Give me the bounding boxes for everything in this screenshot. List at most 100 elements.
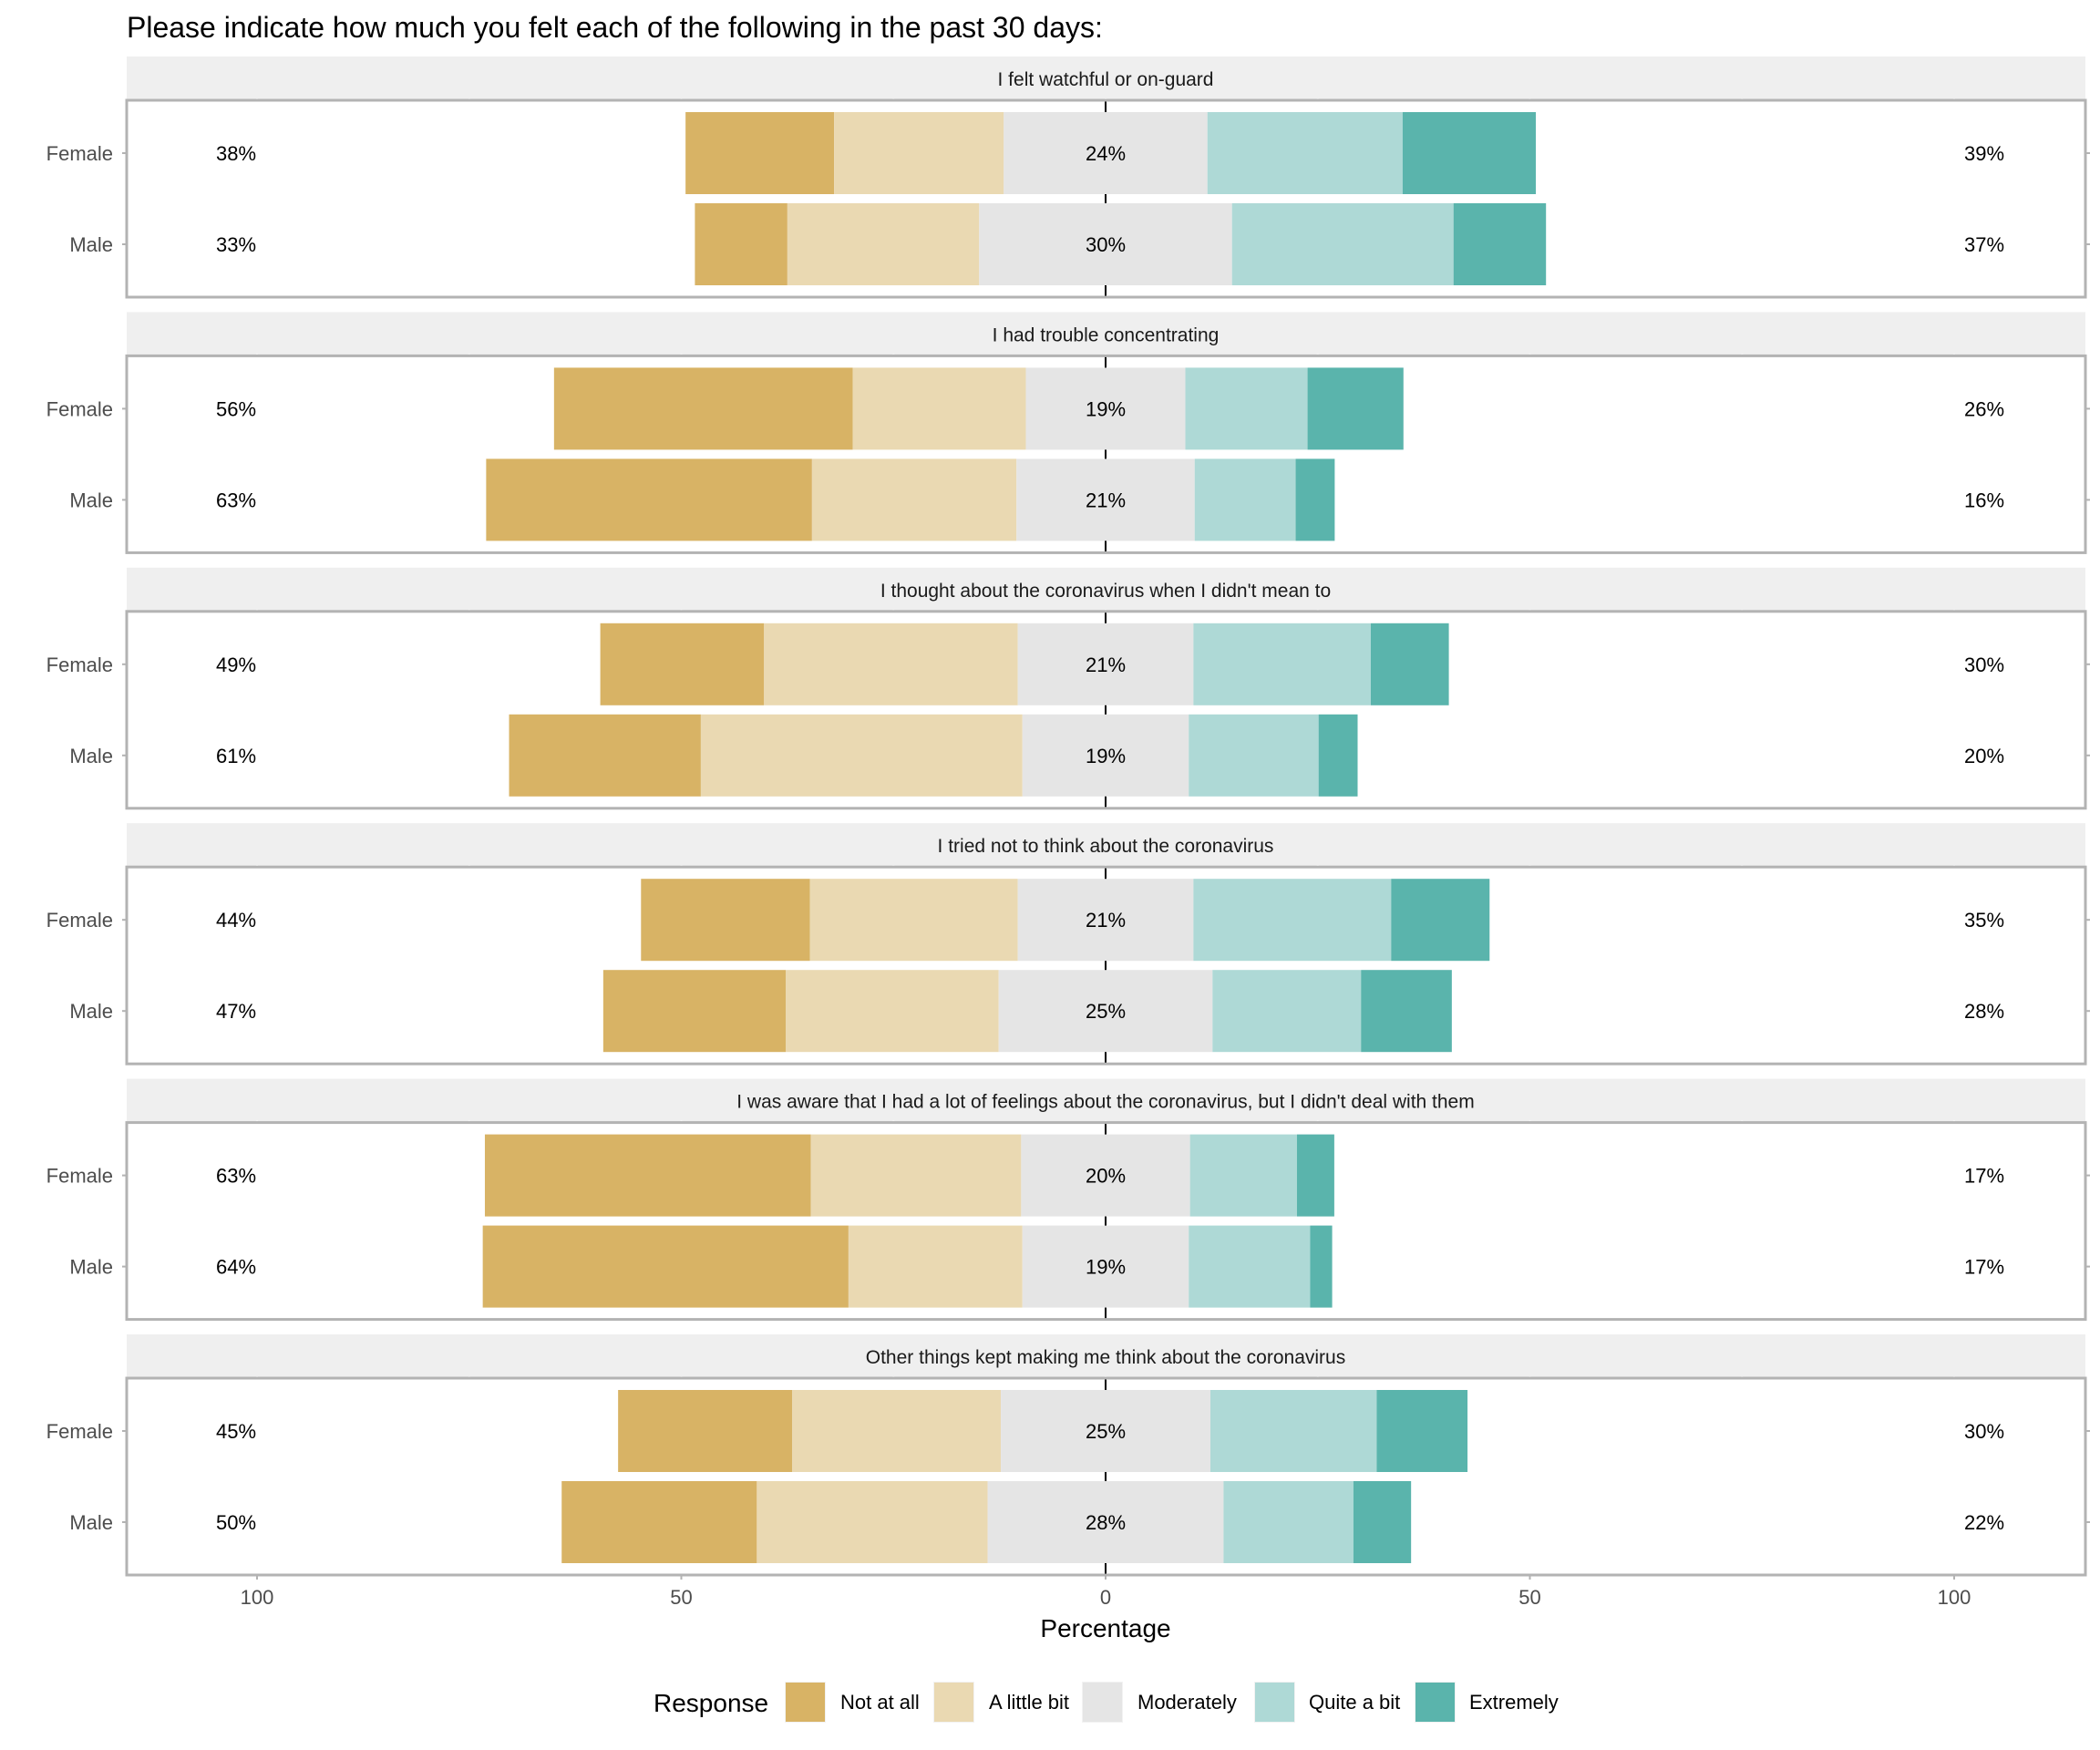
high-percent-label: 30%: [1964, 654, 2004, 676]
bar-row: 45% 25% 30% Female: [46, 1390, 2090, 1472]
bar-segment-extremely: [1295, 458, 1335, 541]
bar-row: 56% 19% 26% Female: [46, 367, 2090, 450]
bar-row: 44% 21% 35% Female: [46, 879, 2090, 962]
bar-segment-not-at-all: [600, 623, 765, 705]
bar-segment-a-little-bit: [757, 1481, 988, 1563]
y-tick-label: Female: [46, 654, 113, 676]
legend-label: Quite a bit: [1309, 1691, 1400, 1714]
bar-segment-not-at-all: [618, 1390, 792, 1472]
neutral-percent-label: 19%: [1086, 1256, 1126, 1279]
bar-segment-quite-a-bit: [1193, 623, 1371, 705]
bar-segment-not-at-all: [482, 1225, 849, 1308]
facet-strip: [127, 567, 2085, 612]
bar-segment-not-at-all: [484, 1134, 811, 1217]
facet-strip: [127, 1334, 2085, 1378]
neutral-percent-label: 20%: [1086, 1165, 1126, 1188]
bar-segment-moderately: [998, 970, 1213, 1053]
facet-panel: I had trouble concentrating 56% 19% 26% Fema…: [46, 312, 2090, 555]
bar-segment-quite-a-bit: [1189, 1134, 1297, 1217]
neutral-percent-label: 24%: [1086, 142, 1126, 165]
low-percent-label: 49%: [216, 654, 256, 676]
low-percent-label: 63%: [216, 489, 256, 511]
high-percent-label: 28%: [1964, 1000, 2004, 1023]
low-percent-label: 56%: [216, 397, 256, 420]
legend-title: Response: [654, 1689, 768, 1717]
bar-segment-not-at-all: [486, 458, 812, 541]
facet-strip-label: I was aware that I had a lot of feelings…: [736, 1092, 1474, 1113]
panel-border: [125, 1121, 2087, 1322]
y-tick-label: Male: [69, 745, 113, 767]
facet-strip-label: I tried not to think about the coronavir…: [938, 836, 1274, 857]
legend-key-extremely: [1415, 1683, 1455, 1722]
bar-row: 33% 30% 37% Male: [69, 203, 2090, 285]
low-percent-label: 44%: [216, 909, 256, 932]
bar-segment-not-at-all: [641, 879, 810, 962]
bar-row: 61% 19% 20% Male: [69, 714, 2090, 797]
bar-segment-extremely: [1353, 1481, 1412, 1563]
facet-panel: I felt watchful or on-guard 38% 24% 39% Fema…: [46, 57, 2090, 299]
legend-key-moderately: [1083, 1683, 1122, 1722]
bar-segment-a-little-bit: [786, 970, 999, 1053]
legend-label: A little bit: [989, 1691, 1069, 1714]
bar-segment-not-at-all: [553, 367, 853, 450]
low-percent-label: 33%: [216, 233, 256, 256]
bar-segment-extremely: [1307, 367, 1404, 450]
bar-segment-quite-a-bit: [1189, 714, 1319, 797]
x-tick-label: 50: [670, 1586, 692, 1609]
high-percent-label: 22%: [1964, 1511, 2004, 1534]
bar-segment-a-little-bit: [810, 1134, 1022, 1217]
low-percent-label: 50%: [216, 1511, 256, 1534]
x-axis: 100 50 0 50 100: [241, 1575, 1971, 1609]
bar-segment-quite-a-bit: [1185, 367, 1308, 450]
bar-segment-a-little-bit: [848, 1225, 1023, 1308]
neutral-percent-label: 30%: [1086, 233, 1126, 256]
bar-segment-not-at-all: [695, 203, 788, 285]
low-percent-label: 63%: [216, 1165, 256, 1188]
neutral-percent-label: 25%: [1086, 1420, 1126, 1443]
bar-segment-moderately: [987, 1481, 1224, 1563]
high-percent-label: 39%: [1964, 142, 2004, 165]
bar-segment-moderately: [1017, 879, 1194, 962]
high-percent-label: 20%: [1964, 745, 2004, 767]
bar-row: 63% 20% 17% Female: [46, 1134, 2090, 1217]
bar-segment-extremely: [1318, 714, 1358, 797]
bar-segment-a-little-bit: [791, 1390, 1002, 1472]
neutral-percent-label: 25%: [1086, 1000, 1126, 1023]
x-tick-label: 0: [1100, 1586, 1111, 1609]
bar-segment-moderately: [1017, 623, 1194, 705]
bar-segment-quite-a-bit: [1212, 970, 1362, 1053]
facet-strip: [127, 57, 2085, 100]
facet-panel: I tried not to think about the coronavir…: [46, 823, 2090, 1066]
facet-panel: I was aware that I had a lot of feelings…: [46, 1078, 2090, 1322]
panel-border: [125, 865, 2087, 1065]
bar-row: 47% 25% 28% Male: [69, 970, 2090, 1053]
high-percent-label: 26%: [1964, 397, 2004, 420]
bar-segment-a-little-bit: [764, 623, 1018, 705]
low-percent-label: 47%: [216, 1000, 256, 1023]
bar-segment-not-at-all: [602, 970, 787, 1053]
bar-segment-quite-a-bit: [1194, 458, 1296, 541]
legend-label: Extremely: [1469, 1691, 1559, 1714]
bar-segment-extremely: [1370, 623, 1449, 705]
y-tick-label: Female: [46, 142, 113, 165]
facet-strip: [127, 823, 2085, 868]
bar-segment-extremely: [1453, 203, 1547, 285]
bar-segment-quite-a-bit: [1207, 112, 1403, 194]
neutral-percent-label: 21%: [1086, 909, 1126, 932]
high-percent-label: 17%: [1964, 1165, 2004, 1188]
bar-segment-extremely: [1402, 112, 1537, 194]
facet-strip-label: I had trouble concentrating: [993, 324, 1220, 345]
panel-border: [125, 98, 2087, 299]
neutral-percent-label: 19%: [1086, 397, 1126, 420]
bar-segment-moderately: [1016, 458, 1195, 541]
x-axis-title: Percentage: [1040, 1614, 1170, 1642]
bar-segment-moderately: [1022, 1225, 1189, 1308]
legend-key-not-at-all: [786, 1683, 825, 1722]
low-percent-label: 64%: [216, 1256, 256, 1279]
low-percent-label: 61%: [216, 745, 256, 767]
y-tick-label: Male: [69, 1256, 113, 1279]
bar-segment-moderately: [1021, 1134, 1190, 1217]
facet-strip-label: I thought about the coronavirus when I d…: [880, 581, 1331, 602]
bar-segment-extremely: [1361, 970, 1452, 1053]
bar-segment-a-little-bit: [852, 367, 1026, 450]
